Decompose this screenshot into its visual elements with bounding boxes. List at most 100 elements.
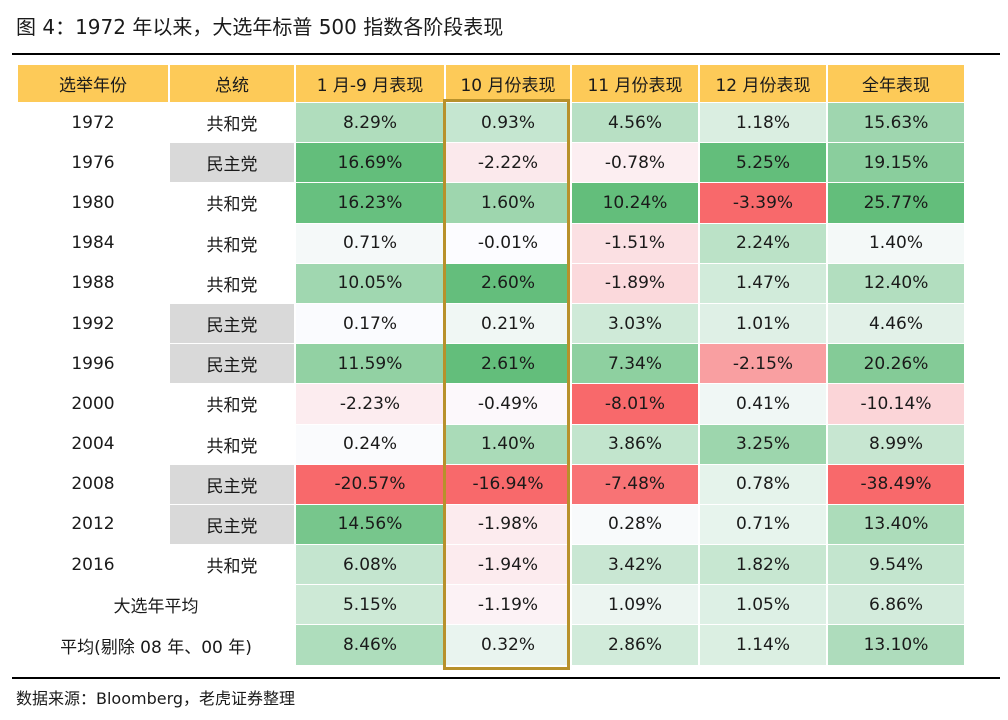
- value-cell-dec: -3.39%: [698, 182, 828, 224]
- value-cell-full-year: 12.40%: [826, 262, 966, 304]
- summary-value-cell-full-year: 6.86%: [826, 584, 966, 626]
- table-header-row: 选举年份 总统 1 月-9 月表现 10 月份表现 11 月份表现 12 月份表…: [16, 64, 966, 103]
- table-row: 2004 共和党 0.24% 1.40% 3.86% 3.25% 8.99%: [16, 423, 966, 465]
- figure-title: 图 4：1972 年以来，大选年标普 500 指数各阶段表现: [16, 15, 504, 39]
- value-cell-oct: 2.61%: [444, 343, 572, 385]
- president-party-cell: 共和党: [168, 423, 296, 465]
- value-cell-nov: 3.42%: [570, 544, 700, 586]
- value-cell-full-year: -38.49%: [826, 463, 966, 505]
- president-party-cell: 共和党: [168, 383, 296, 425]
- summary-label-cell: 平均(剔除 08 年、00 年): [16, 624, 296, 666]
- summary-value-cell-oct: 0.32%: [444, 624, 572, 666]
- value-cell-jan-sep: 16.69%: [294, 142, 446, 184]
- value-cell-oct: -0.01%: [444, 222, 572, 264]
- year-cell: 2012: [16, 503, 170, 546]
- value-cell-nov: -1.89%: [570, 262, 700, 304]
- year-cell: 2016: [16, 544, 170, 586]
- table-row: 1972 共和党 8.29% 0.93% 4.56% 1.18% 15.63%: [16, 101, 966, 144]
- col-header-dec: 12 月份表现: [698, 64, 828, 103]
- bottom-rule: [12, 677, 1000, 679]
- value-cell-jan-sep: 10.05%: [294, 262, 446, 304]
- value-cell-dec: 0.41%: [698, 383, 828, 425]
- table-row: 1992 民主党 0.17% 0.21% 3.03% 1.01% 4.46%: [16, 302, 966, 345]
- value-cell-jan-sep: -20.57%: [294, 463, 446, 505]
- summary-value-cell-nov: 1.09%: [570, 584, 700, 626]
- value-cell-oct: -1.98%: [444, 503, 572, 546]
- value-cell-dec: 1.47%: [698, 262, 828, 304]
- value-cell-jan-sep: 16.23%: [294, 182, 446, 224]
- value-cell-nov: 7.34%: [570, 343, 700, 385]
- year-cell: 2004: [16, 423, 170, 465]
- value-cell-nov: 3.03%: [570, 302, 700, 345]
- value-cell-oct: -2.22%: [444, 142, 572, 184]
- summary-row: 大选年平均 5.15% -1.19% 1.09% 1.05% 6.86%: [16, 584, 966, 626]
- president-party-cell: 共和党: [168, 544, 296, 586]
- table-row: 1976 民主党 16.69% -2.22% -0.78% 5.25% 19.15%: [16, 142, 966, 184]
- value-cell-dec: 1.18%: [698, 101, 828, 144]
- value-cell-jan-sep: 14.56%: [294, 503, 446, 546]
- summary-value-cell-full-year: 13.10%: [826, 624, 966, 666]
- year-cell: 1984: [16, 222, 170, 264]
- value-cell-dec: 5.25%: [698, 142, 828, 184]
- value-cell-jan-sep: 0.24%: [294, 423, 446, 465]
- table-row: 2000 共和党 -2.23% -0.49% -8.01% 0.41% -10.14%: [16, 383, 966, 425]
- value-cell-full-year: 8.99%: [826, 423, 966, 465]
- summary-value-cell-dec: 1.05%: [698, 584, 828, 626]
- value-cell-dec: 0.78%: [698, 463, 828, 505]
- summary-value-cell-nov: 2.86%: [570, 624, 700, 666]
- value-cell-full-year: 13.40%: [826, 503, 966, 546]
- value-cell-dec: -2.15%: [698, 343, 828, 385]
- col-header-president: 总统: [168, 64, 296, 103]
- value-cell-full-year: 20.26%: [826, 343, 966, 385]
- year-cell: 1976: [16, 142, 170, 184]
- value-cell-dec: 1.82%: [698, 544, 828, 586]
- value-cell-dec: 0.71%: [698, 503, 828, 546]
- value-cell-oct: 0.21%: [444, 302, 572, 345]
- value-cell-full-year: 19.15%: [826, 142, 966, 184]
- col-header-nov: 11 月份表现: [570, 64, 700, 103]
- value-cell-oct: -1.94%: [444, 544, 572, 586]
- table-row: 2012 民主党 14.56% -1.98% 0.28% 0.71% 13.40%: [16, 503, 966, 546]
- summary-row: 平均(剔除 08 年、00 年) 8.46% 0.32% 2.86% 1.14% 13.1…: [16, 624, 966, 666]
- value-cell-oct: 1.40%: [444, 423, 572, 465]
- year-cell: 2008: [16, 463, 170, 505]
- source-note: 数据来源：Bloomberg，老虎证券整理: [16, 689, 296, 708]
- table-row: 2016 共和党 6.08% -1.94% 3.42% 1.82% 9.54%: [16, 544, 966, 586]
- value-cell-oct: -16.94%: [444, 463, 572, 505]
- value-cell-nov: 3.86%: [570, 423, 700, 465]
- president-party-cell: 民主党: [168, 343, 296, 385]
- summary-value-cell-jan-sep: 8.46%: [294, 624, 446, 666]
- value-cell-oct: 0.93%: [444, 101, 572, 144]
- summary-value-cell-jan-sep: 5.15%: [294, 584, 446, 626]
- president-party-cell: 民主党: [168, 503, 296, 546]
- year-cell: 1996: [16, 343, 170, 385]
- value-cell-nov: -0.78%: [570, 142, 700, 184]
- year-cell: 1972: [16, 101, 170, 144]
- value-cell-jan-sep: 11.59%: [294, 343, 446, 385]
- value-cell-full-year: 9.54%: [826, 544, 966, 586]
- value-cell-jan-sep: 0.17%: [294, 302, 446, 345]
- col-header-full-year: 全年表现: [826, 64, 966, 103]
- table-row: 1996 民主党 11.59% 2.61% 7.34% -2.15% 20.26%: [16, 343, 966, 385]
- year-cell: 1988: [16, 262, 170, 304]
- table-body: 1972 共和党 8.29% 0.93% 4.56% 1.18% 15.63% 1976 民主党…: [16, 101, 966, 666]
- president-party-cell: 共和党: [168, 101, 296, 144]
- summary-value-cell-oct: -1.19%: [444, 584, 572, 626]
- value-cell-full-year: 1.40%: [826, 222, 966, 264]
- president-party-cell: 共和党: [168, 182, 296, 224]
- col-header-jan-sep: 1 月-9 月表现: [294, 64, 446, 103]
- value-cell-full-year: 15.63%: [826, 101, 966, 144]
- value-cell-nov: 10.24%: [570, 182, 700, 224]
- value-cell-dec: 1.01%: [698, 302, 828, 345]
- value-cell-nov: -7.48%: [570, 463, 700, 505]
- value-cell-jan-sep: -2.23%: [294, 383, 446, 425]
- value-cell-full-year: -10.14%: [826, 383, 966, 425]
- year-cell: 2000: [16, 383, 170, 425]
- value-cell-full-year: 25.77%: [826, 182, 966, 224]
- summary-label-cell: 大选年平均: [16, 584, 296, 626]
- value-cell-full-year: 4.46%: [826, 302, 966, 345]
- summary-value-cell-dec: 1.14%: [698, 624, 828, 666]
- value-cell-nov: -8.01%: [570, 383, 700, 425]
- year-cell: 1980: [16, 182, 170, 224]
- president-party-cell: 共和党: [168, 262, 296, 304]
